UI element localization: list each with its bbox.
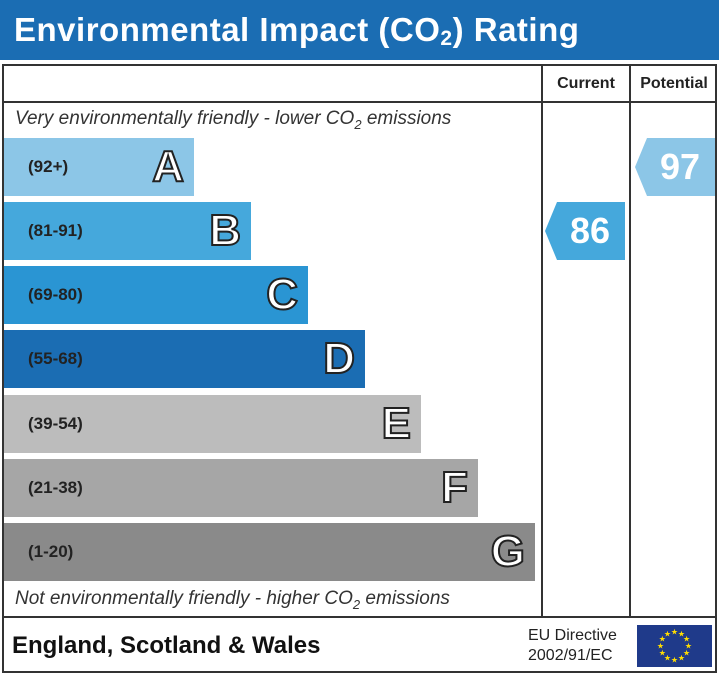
band-range: (39-54) [28,414,83,433]
title-suffix: ) Rating [452,11,580,48]
current-column-header: Current [557,75,615,92]
star-icon: ★ [659,649,666,658]
bottom-note: Not environmentally friendly - higher CO… [15,588,450,612]
band-letter: B [208,205,242,256]
band-d: (55-68) D [4,330,365,388]
band-range: (92+) [28,157,69,176]
directive-line2: 2002/91/EC [528,647,613,664]
band-a: (92+) A [4,138,194,196]
band-range: (1-20) [28,542,74,561]
note-text: Very environmentally friendly - lower CO [15,108,355,129]
divider [2,101,717,103]
band-range: (55-68) [28,349,83,368]
divider [2,616,717,618]
band-letter: F [440,462,469,513]
band-range: (69-80) [28,285,83,304]
note-sub: 2 [354,116,362,132]
star-icon: ★ [659,635,666,644]
band-f: (21-38) F [4,459,478,517]
rating-frame [2,64,717,673]
current-rating-arrow: 86 [545,202,625,260]
directive-line1: EU Directive [528,627,617,644]
divider [629,64,631,617]
note-text: Not environmentally friendly - higher CO [15,588,353,609]
eu-directive: EU Directive 2002/91/EC [528,626,617,666]
band-letter: D [322,333,356,384]
eu-flag-icon: ★ ★★★★★★★★★★★ [637,625,712,667]
star-icon: ★ [685,642,692,651]
band-letter: E [381,398,412,449]
divider [541,64,543,617]
star-icon: ★ [678,629,685,638]
band-letter: G [490,526,526,577]
star-icon: ★ [664,654,671,663]
band-g: (1-20) G [4,523,535,581]
band-range: (21-38) [28,478,83,497]
star-icon: ★ [671,656,678,665]
band-c: (69-80) C [4,266,308,324]
potential-rating-arrow: 97 [635,138,715,196]
title-subscript: 2 [440,27,453,50]
star-icon: ★ [678,654,685,663]
star-icon: ★ [657,642,664,651]
band-letter: A [151,141,185,192]
band-b: (81-91) B [4,202,251,260]
region-label: England, Scotland & Wales [12,632,321,659]
band-e: (39-54) E [4,395,421,453]
page-title: Environmental Impact (CO2) Rating [0,0,719,60]
star-icon: ★ [683,635,690,644]
note-suffix: emissions [361,108,452,129]
note-sub: 2 [352,596,361,612]
star-icon: ★ [664,629,671,638]
band-letter: C [265,269,299,320]
title-text: Environmental Impact (CO [14,11,441,48]
star-icon: ★ [683,649,690,658]
star-icon: ★ [671,628,678,637]
note-suffix: emissions [360,588,450,609]
top-note: Very environmentally friendly - lower CO… [15,108,451,132]
band-range: (81-91) [28,221,83,240]
potential-column-header: Potential [640,75,708,92]
